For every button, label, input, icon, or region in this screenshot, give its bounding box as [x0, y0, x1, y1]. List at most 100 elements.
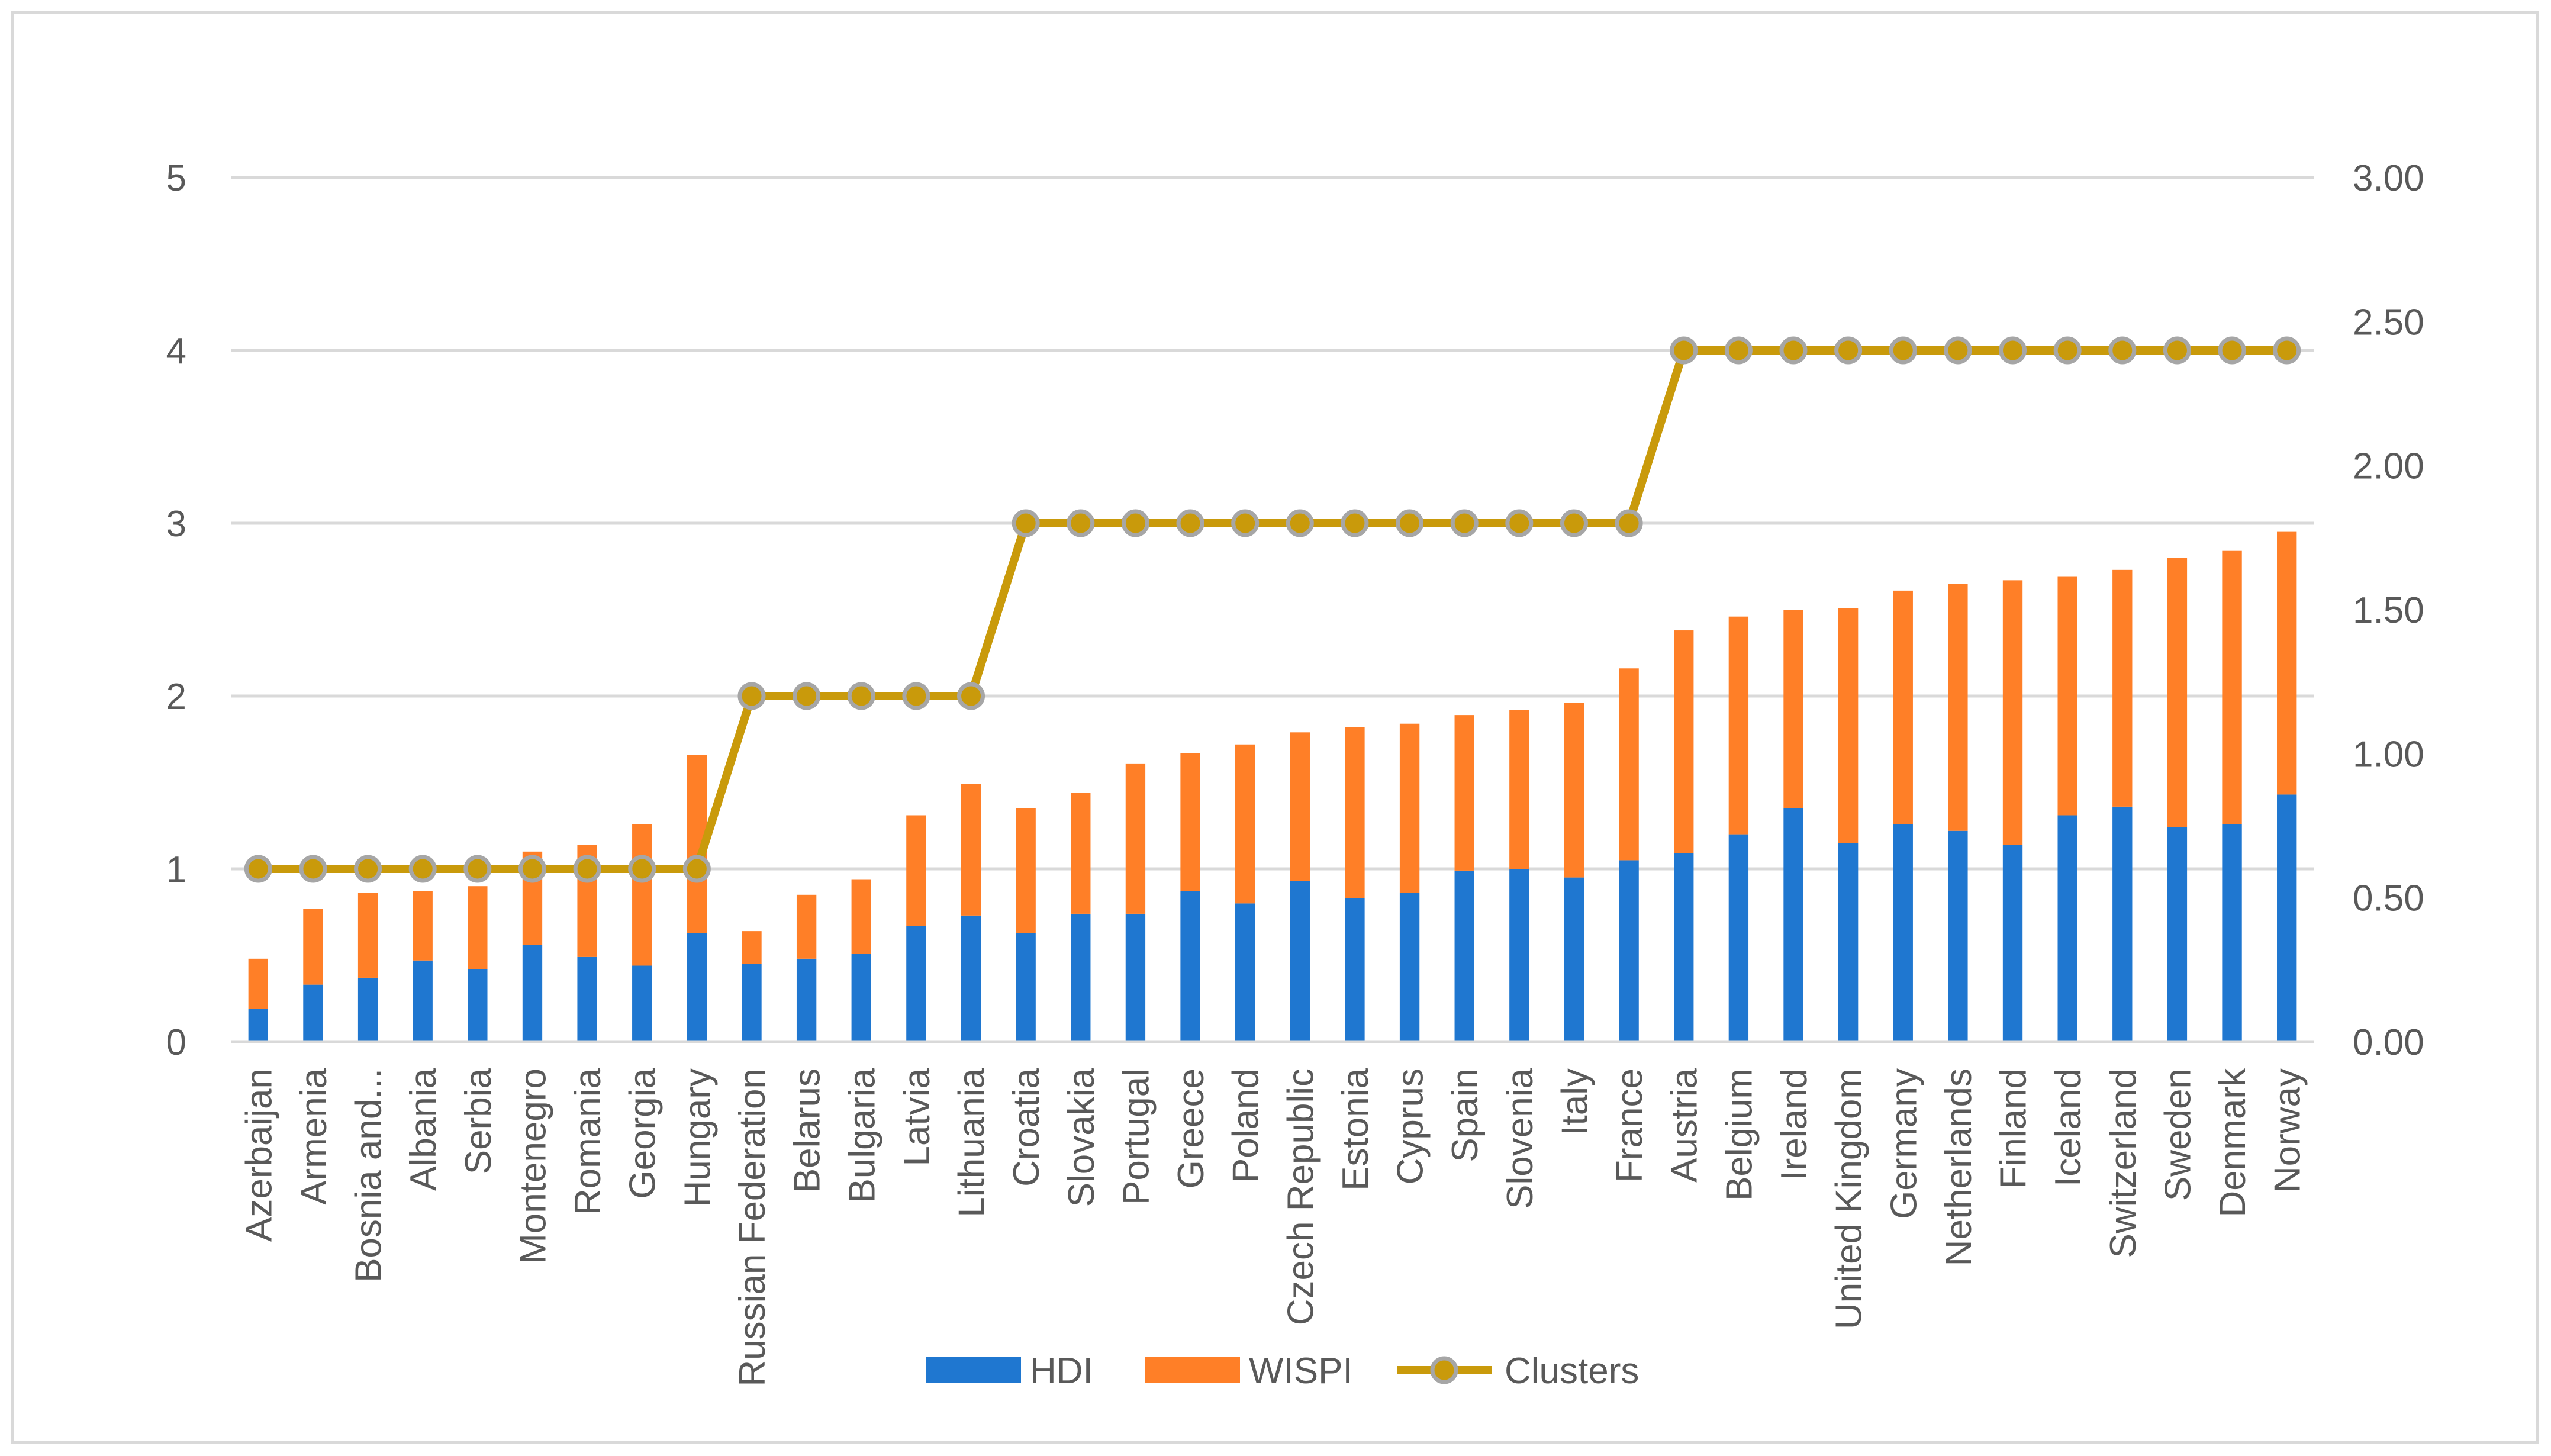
x-axis-category-label: Serbia	[458, 1068, 499, 1174]
bar-hdi	[303, 984, 323, 1042]
bar-hdi	[1893, 824, 1913, 1042]
x-axis-category-label: Austria	[1664, 1068, 1705, 1182]
clusters-point	[2273, 336, 2301, 365]
bar-hdi	[1399, 893, 1420, 1042]
bar-wispi	[1235, 744, 1255, 904]
clusters-point	[1505, 509, 1534, 537]
bar-wispi	[1345, 727, 1365, 898]
legend-label-clusters: Clusters	[1505, 1351, 1639, 1391]
clusters-point	[1121, 509, 1149, 537]
bar-hdi	[357, 977, 378, 1042]
clusters-point	[2053, 336, 2082, 365]
x-axis-category-label: Croatia	[1006, 1068, 1047, 1186]
bar-wispi	[413, 891, 433, 961]
clusters-point	[1615, 509, 1643, 537]
x-axis-category-label: Slovenia	[1500, 1068, 1541, 1209]
bar-hdi	[1235, 903, 1255, 1042]
x-axis-category-label: Norway	[2267, 1068, 2308, 1193]
bar-hdi	[1948, 830, 1968, 1042]
x-axis-category-label: Portugal	[1116, 1068, 1157, 1205]
x-axis-category-label: Hungary	[677, 1068, 718, 1207]
x-axis-category-label: Spain	[1445, 1068, 1486, 1162]
bar-hdi	[632, 965, 652, 1042]
x-axis-category-label: Montenegro	[513, 1068, 553, 1264]
clusters-point	[793, 682, 821, 710]
x-axis-category-label: Greece	[1171, 1068, 1212, 1188]
x-axis-category-label: Sweden	[2157, 1068, 2198, 1201]
x-axis-category-label: Bosnia and...	[349, 1068, 389, 1283]
clusters-point	[1560, 509, 1588, 537]
x-axis-category-label: United Kingdom	[1829, 1068, 1870, 1329]
clusters-point	[1944, 336, 1972, 365]
x-axis-category-label: Latvia	[897, 1068, 938, 1166]
clusters-point	[1834, 336, 1863, 365]
x-axis-category-label: Poland	[1226, 1068, 1267, 1183]
y-axis-tick-label: 1	[166, 849, 186, 890]
bar-hdi	[1838, 843, 1859, 1042]
bar-hdi	[2222, 824, 2242, 1042]
clusters-point	[1176, 509, 1204, 537]
bar-wispi	[1893, 590, 1913, 824]
bar-hdi	[1290, 881, 1310, 1042]
bar-wispi	[1290, 732, 1310, 881]
bar-hdi	[1783, 808, 1803, 1042]
bar-hdi	[577, 956, 597, 1042]
clusters-point	[244, 855, 272, 883]
bar-hdi	[1016, 933, 1036, 1042]
x-axis-category-label: Finland	[1993, 1068, 2034, 1188]
bar-hdi	[248, 1009, 268, 1042]
clusters-line	[258, 346, 2287, 873]
y2-axis-tick-label: 0.50	[2353, 878, 2424, 919]
legend-marker-clusters	[1430, 1356, 1458, 1384]
clusters-point	[408, 855, 437, 883]
cluster-line	[244, 336, 2301, 883]
clusters-point	[1999, 336, 2027, 365]
x-axis-category-label: Georgia	[623, 1068, 663, 1199]
bar-hdi	[2002, 845, 2023, 1042]
bar-hdi	[522, 945, 543, 1042]
bar-wispi	[742, 931, 762, 964]
bar-hdi	[851, 954, 871, 1042]
clusters-point	[1396, 509, 1424, 537]
bar-hdi	[1619, 860, 1639, 1042]
bar-wispi	[2167, 558, 2188, 827]
clusters-point	[1889, 336, 1917, 365]
x-axis-category-label: Lithuania	[952, 1068, 993, 1217]
axes: 0 1 2 3 4 5 0.00 0.50 1.00 1.50 2.00 2.50 3.00 Azerba…	[166, 158, 2424, 1387]
bar-wispi	[2222, 550, 2242, 824]
clusters-point	[463, 855, 492, 883]
bar-wispi	[851, 879, 871, 954]
bar-hdi	[961, 915, 981, 1042]
x-axis-category-label: Armenia	[294, 1068, 334, 1204]
bar-wispi	[2277, 531, 2297, 795]
bar-hdi	[2057, 815, 2077, 1042]
bar-hdi	[1071, 913, 1091, 1042]
bar-wispi	[1783, 610, 1803, 808]
bar-wispi	[357, 893, 378, 978]
clusters-point	[628, 855, 656, 883]
x-axis-category-label: Germany	[1883, 1068, 1924, 1219]
x-axis-category-label: Belarus	[787, 1068, 828, 1193]
clusters-point	[1231, 509, 1260, 537]
legend-label-hdi: HDI	[1030, 1351, 1093, 1391]
legend-swatch-hdi	[926, 1357, 1021, 1383]
bar-hdi	[1509, 869, 1529, 1042]
bar-wispi	[1125, 763, 1146, 914]
bar-hdi	[2167, 827, 2188, 1042]
y2-axis-tick-label: 2.50	[2353, 302, 2424, 343]
clusters-point	[2163, 336, 2191, 365]
x-axis-category-label: Italy	[1554, 1068, 1595, 1136]
y-axis-tick-label: 3	[166, 504, 186, 545]
x-axis-category-label: Russian Federation	[732, 1068, 773, 1387]
bar-hdi	[1345, 898, 1365, 1042]
clusters-point	[737, 682, 766, 710]
clusters-point	[1286, 509, 1314, 537]
y2-axis-tick-label: 1.50	[2353, 590, 2424, 631]
clusters-point	[1724, 336, 1753, 365]
bar-wispi	[248, 958, 268, 1009]
bar-hdi	[468, 969, 488, 1042]
x-axis-category-label: Romania	[568, 1068, 608, 1215]
y2-axis-tick-label: 0.00	[2353, 1022, 2424, 1063]
bar-wispi	[1180, 753, 1200, 891]
bar-hdi	[742, 964, 762, 1042]
